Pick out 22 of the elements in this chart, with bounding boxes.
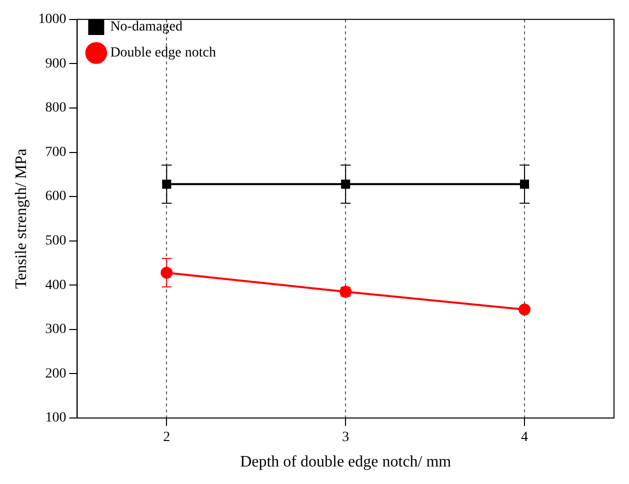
point — [520, 180, 530, 189]
point — [162, 180, 172, 189]
x-axis-title: Depth of double edge notch/ mm — [240, 454, 452, 471]
point — [518, 303, 531, 316]
legend-label: No-damaged — [110, 20, 183, 35]
y-tick-label: 900 — [45, 56, 66, 72]
x-tick-label: 2 — [163, 430, 170, 446]
y-tick-label: 100 — [45, 410, 66, 426]
x-tick-label: 3 — [342, 430, 350, 446]
y-tick-label: 700 — [45, 144, 66, 160]
legend-label: Double edge notch — [110, 46, 216, 61]
x-tick-label: 4 — [521, 430, 528, 446]
y-tick-label: 200 — [45, 366, 66, 382]
y-axis-title: Tensile strength/ MPa — [12, 148, 30, 289]
y-tick-label: 400 — [45, 278, 66, 293]
point — [341, 180, 350, 189]
y-tick-label: 300 — [45, 322, 66, 338]
y-tick-label: 500 — [45, 234, 66, 249]
y-tick-label: 1000 — [38, 12, 66, 28]
y-tick-label: 600 — [45, 189, 66, 204]
point — [160, 266, 173, 279]
y-tick-label: 800 — [45, 100, 66, 116]
